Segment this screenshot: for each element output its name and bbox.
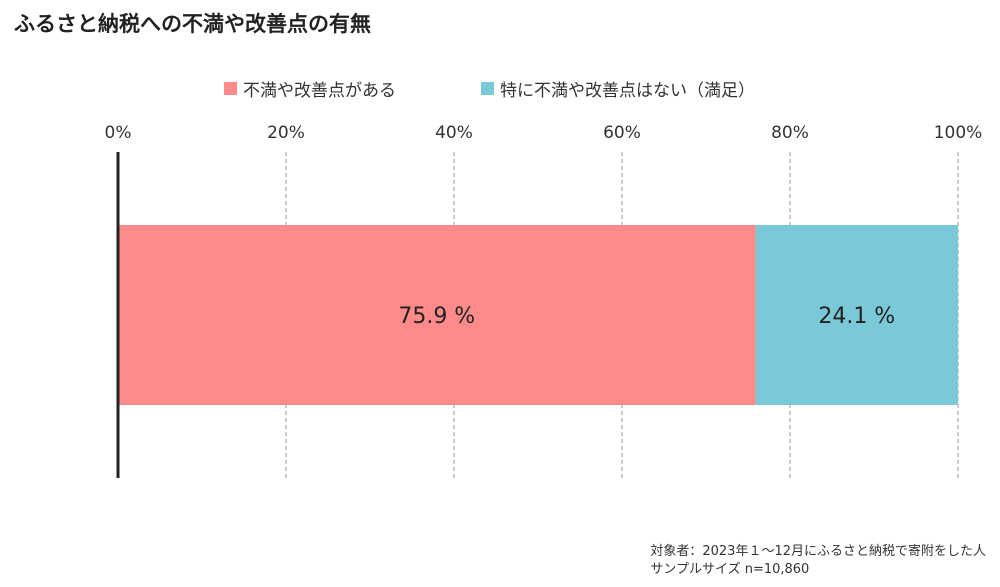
footnote-sample-size: サンプルサイズ n=10,860 bbox=[650, 562, 810, 577]
legend-label-dissatisfied: 不満や改善点がある bbox=[243, 81, 396, 101]
data-label-dissatisfied: 75.9 % bbox=[398, 304, 475, 329]
tick-label-20: 20% bbox=[267, 123, 305, 143]
footnote: 対象者：2023年１～12月にふるさと納税で寄附をした人 サンプルサイズ n=1… bbox=[650, 543, 986, 579]
legend: 不満や改善点がある 特に不満や改善点はない（満足） bbox=[0, 76, 1000, 101]
legend-label-satisfied: 特に不満や改善点はない（満足） bbox=[500, 81, 755, 101]
data-label-satisfied: 24.1 % bbox=[818, 304, 895, 329]
bar-segment-dissatisfied bbox=[118, 225, 756, 405]
legend-swatch-dissatisfied bbox=[224, 82, 237, 95]
legend-item-satisfied: 特に不満や改善点はない（満足） bbox=[481, 76, 755, 101]
bar-segment-satisfied bbox=[755, 225, 958, 405]
tick-label-60: 60% bbox=[603, 123, 641, 143]
legend-swatch-satisfied bbox=[481, 82, 494, 95]
chart-title: ふるさと納税への不満や改善点の有無 bbox=[14, 12, 371, 36]
tick-label-100: 100% bbox=[934, 123, 983, 143]
tick-label-40: 40% bbox=[435, 123, 473, 143]
footnote-target: 対象者：2023年１～12月にふるさと納税で寄附をした人 bbox=[650, 544, 986, 559]
legend-item-dissatisfied: 不満や改善点がある bbox=[224, 76, 396, 101]
tick-label-0: 0% bbox=[105, 123, 132, 143]
tick-label-80: 80% bbox=[771, 123, 809, 143]
